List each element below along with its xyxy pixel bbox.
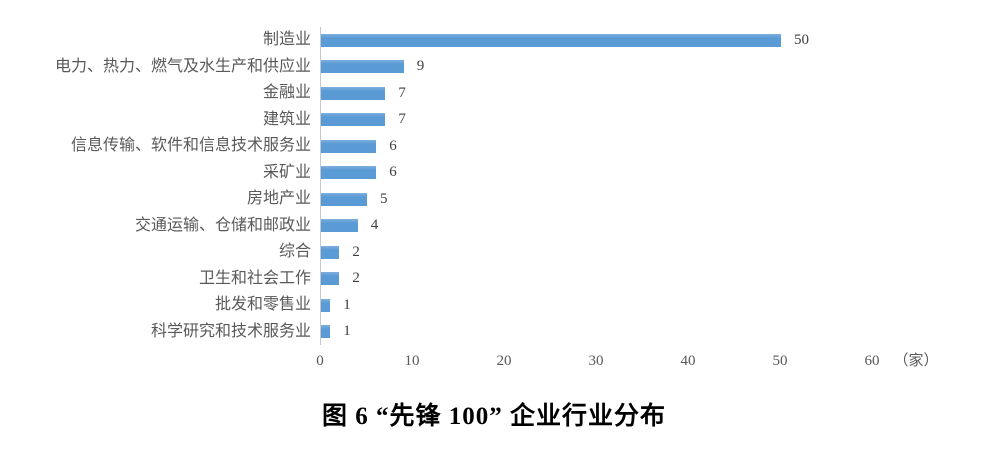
bar [321,325,331,339]
category-label: 电力、热力、燃气及水生产和供应业 [54,57,311,75]
x-axis-tick: 0 [316,353,324,369]
value-label: 7 [398,111,406,128]
bar [321,219,358,233]
value-label: 1 [343,323,351,340]
value-label: 50 [794,31,809,48]
x-axis-tick: 20 [496,353,512,369]
value-label: 9 [416,58,425,75]
x-axis-tick: 40 [680,353,696,369]
category-label: 制造业 [262,31,311,49]
category-label: 采矿业 [262,163,311,181]
x-axis-tick: 30 [588,353,604,369]
chart-title: 图 6 “先锋 100” 企业行业分布 [321,403,666,430]
value-label: 4 [370,217,379,234]
chart-row: 电力、热力、燃气及水生产和供应业 9 [0,53,988,80]
chart-row: 信息传输、软件和信息技术服务业 6 [0,133,988,160]
x-axis-tick: 10 [404,353,420,369]
value-label: 1 [343,296,351,313]
chart-row: 制造业 50 [0,27,988,54]
category-label: 房地产业 [246,190,311,208]
value-label: 6 [389,137,397,154]
bar [321,33,781,47]
category-label: 金融业 [262,84,311,102]
bar [321,139,377,153]
value-label: 2 [352,243,360,260]
category-label: 信息传输、软件和信息技术服务业 [70,137,311,155]
x-axis-unit-label: （家） [893,353,939,369]
x-axis: 0 10 20 30 40 50 60 （家） [316,350,980,372]
bar [321,272,340,286]
bar [321,245,340,259]
value-label: 5 [380,190,388,207]
chart-row: 卫生和社会工作 2 [0,265,988,292]
category-label: 交通运输、仓储和邮政业 [134,216,311,234]
bar [321,298,331,312]
chart-row: 科学研究和技术服务业 1 [0,318,988,345]
chart-row: 建筑业 7 [0,106,988,133]
bar [321,86,386,100]
bar [321,166,377,180]
value-label: 6 [389,164,397,181]
bar [321,192,367,206]
bar [321,60,404,74]
value-label: 7 [398,84,406,101]
category-label: 批发和零售业 [214,296,311,314]
chart-row: 采矿业 6 [0,159,988,186]
chart-row: 房地产业 5 [0,186,988,213]
category-label: 综合 [278,243,311,261]
plot-area: 制造业 50 电力、热力、燃气及水生产和供应业 9 金融业 7 建筑业 7 信息… [0,27,988,345]
x-axis-tick: 60 [864,353,880,369]
category-label: 卫生和社会工作 [198,269,311,287]
category-label: 建筑业 [262,110,311,128]
x-axis-tick: 50 [772,353,788,369]
value-label: 2 [352,270,360,287]
chart-row: 交通运输、仓储和邮政业 4 [0,212,988,239]
chart-row: 批发和零售业 1 [0,292,988,319]
bar [321,113,386,127]
chart-row: 金融业 7 [0,80,988,107]
chart-row: 综合 2 [0,239,988,266]
category-label: 科学研究和技术服务业 [150,322,311,340]
